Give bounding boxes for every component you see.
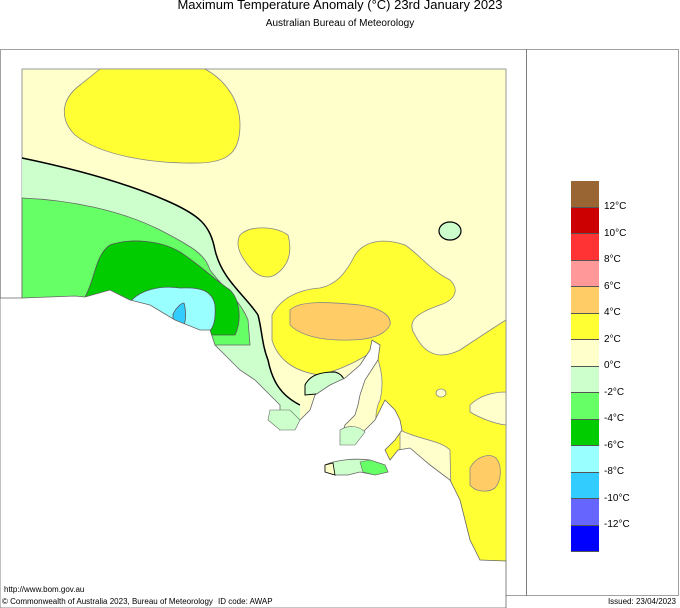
issued-date: Issued: 23/04/2023	[607, 597, 676, 606]
legend-swatch	[571, 472, 599, 499]
legend-label: 8°C	[604, 254, 621, 265]
copyright-text: © Commonwealth of Australia 2023, Bureau…	[2, 597, 213, 606]
legend-label: 10°C	[604, 228, 627, 239]
color-legend	[571, 181, 599, 552]
legend-swatch	[571, 525, 599, 552]
legend-label: -10°C	[604, 493, 630, 504]
legend-label: 2°C	[604, 334, 621, 345]
legend-label: 6°C	[604, 281, 621, 292]
legend-swatch	[571, 287, 599, 314]
legend-label: -8°C	[604, 466, 625, 477]
source-url[interactable]: http://www.bom.gov.au	[4, 585, 85, 594]
legend-swatch	[571, 313, 599, 340]
legend-swatch	[571, 340, 599, 367]
legend-swatch	[571, 366, 599, 393]
legend-swatch	[571, 260, 599, 287]
chart-title: Maximum Temperature Anomaly (°C) 23rd Ja…	[177, 0, 503, 12]
legend-label: -2°C	[604, 387, 625, 398]
legend-label: -12°C	[604, 519, 630, 530]
legend-label: 0°C	[604, 360, 621, 371]
legend-swatch	[571, 446, 599, 473]
legend-label: 4°C	[604, 307, 621, 318]
legend-swatch	[571, 181, 599, 208]
legend-label: -4°C	[604, 413, 625, 424]
legend-swatch	[571, 234, 599, 261]
legend-swatch	[571, 393, 599, 420]
legend-label: 12°C	[604, 201, 627, 212]
legend-label: -6°C	[604, 440, 625, 451]
legend-divider	[526, 49, 527, 596]
id-code: ID code: AWAP	[218, 597, 273, 606]
legend-swatch	[571, 419, 599, 446]
chart-subtitle: Australian Bureau of Meteorology	[265, 18, 415, 29]
legend-swatch	[571, 207, 599, 234]
legend-swatch	[571, 499, 599, 526]
